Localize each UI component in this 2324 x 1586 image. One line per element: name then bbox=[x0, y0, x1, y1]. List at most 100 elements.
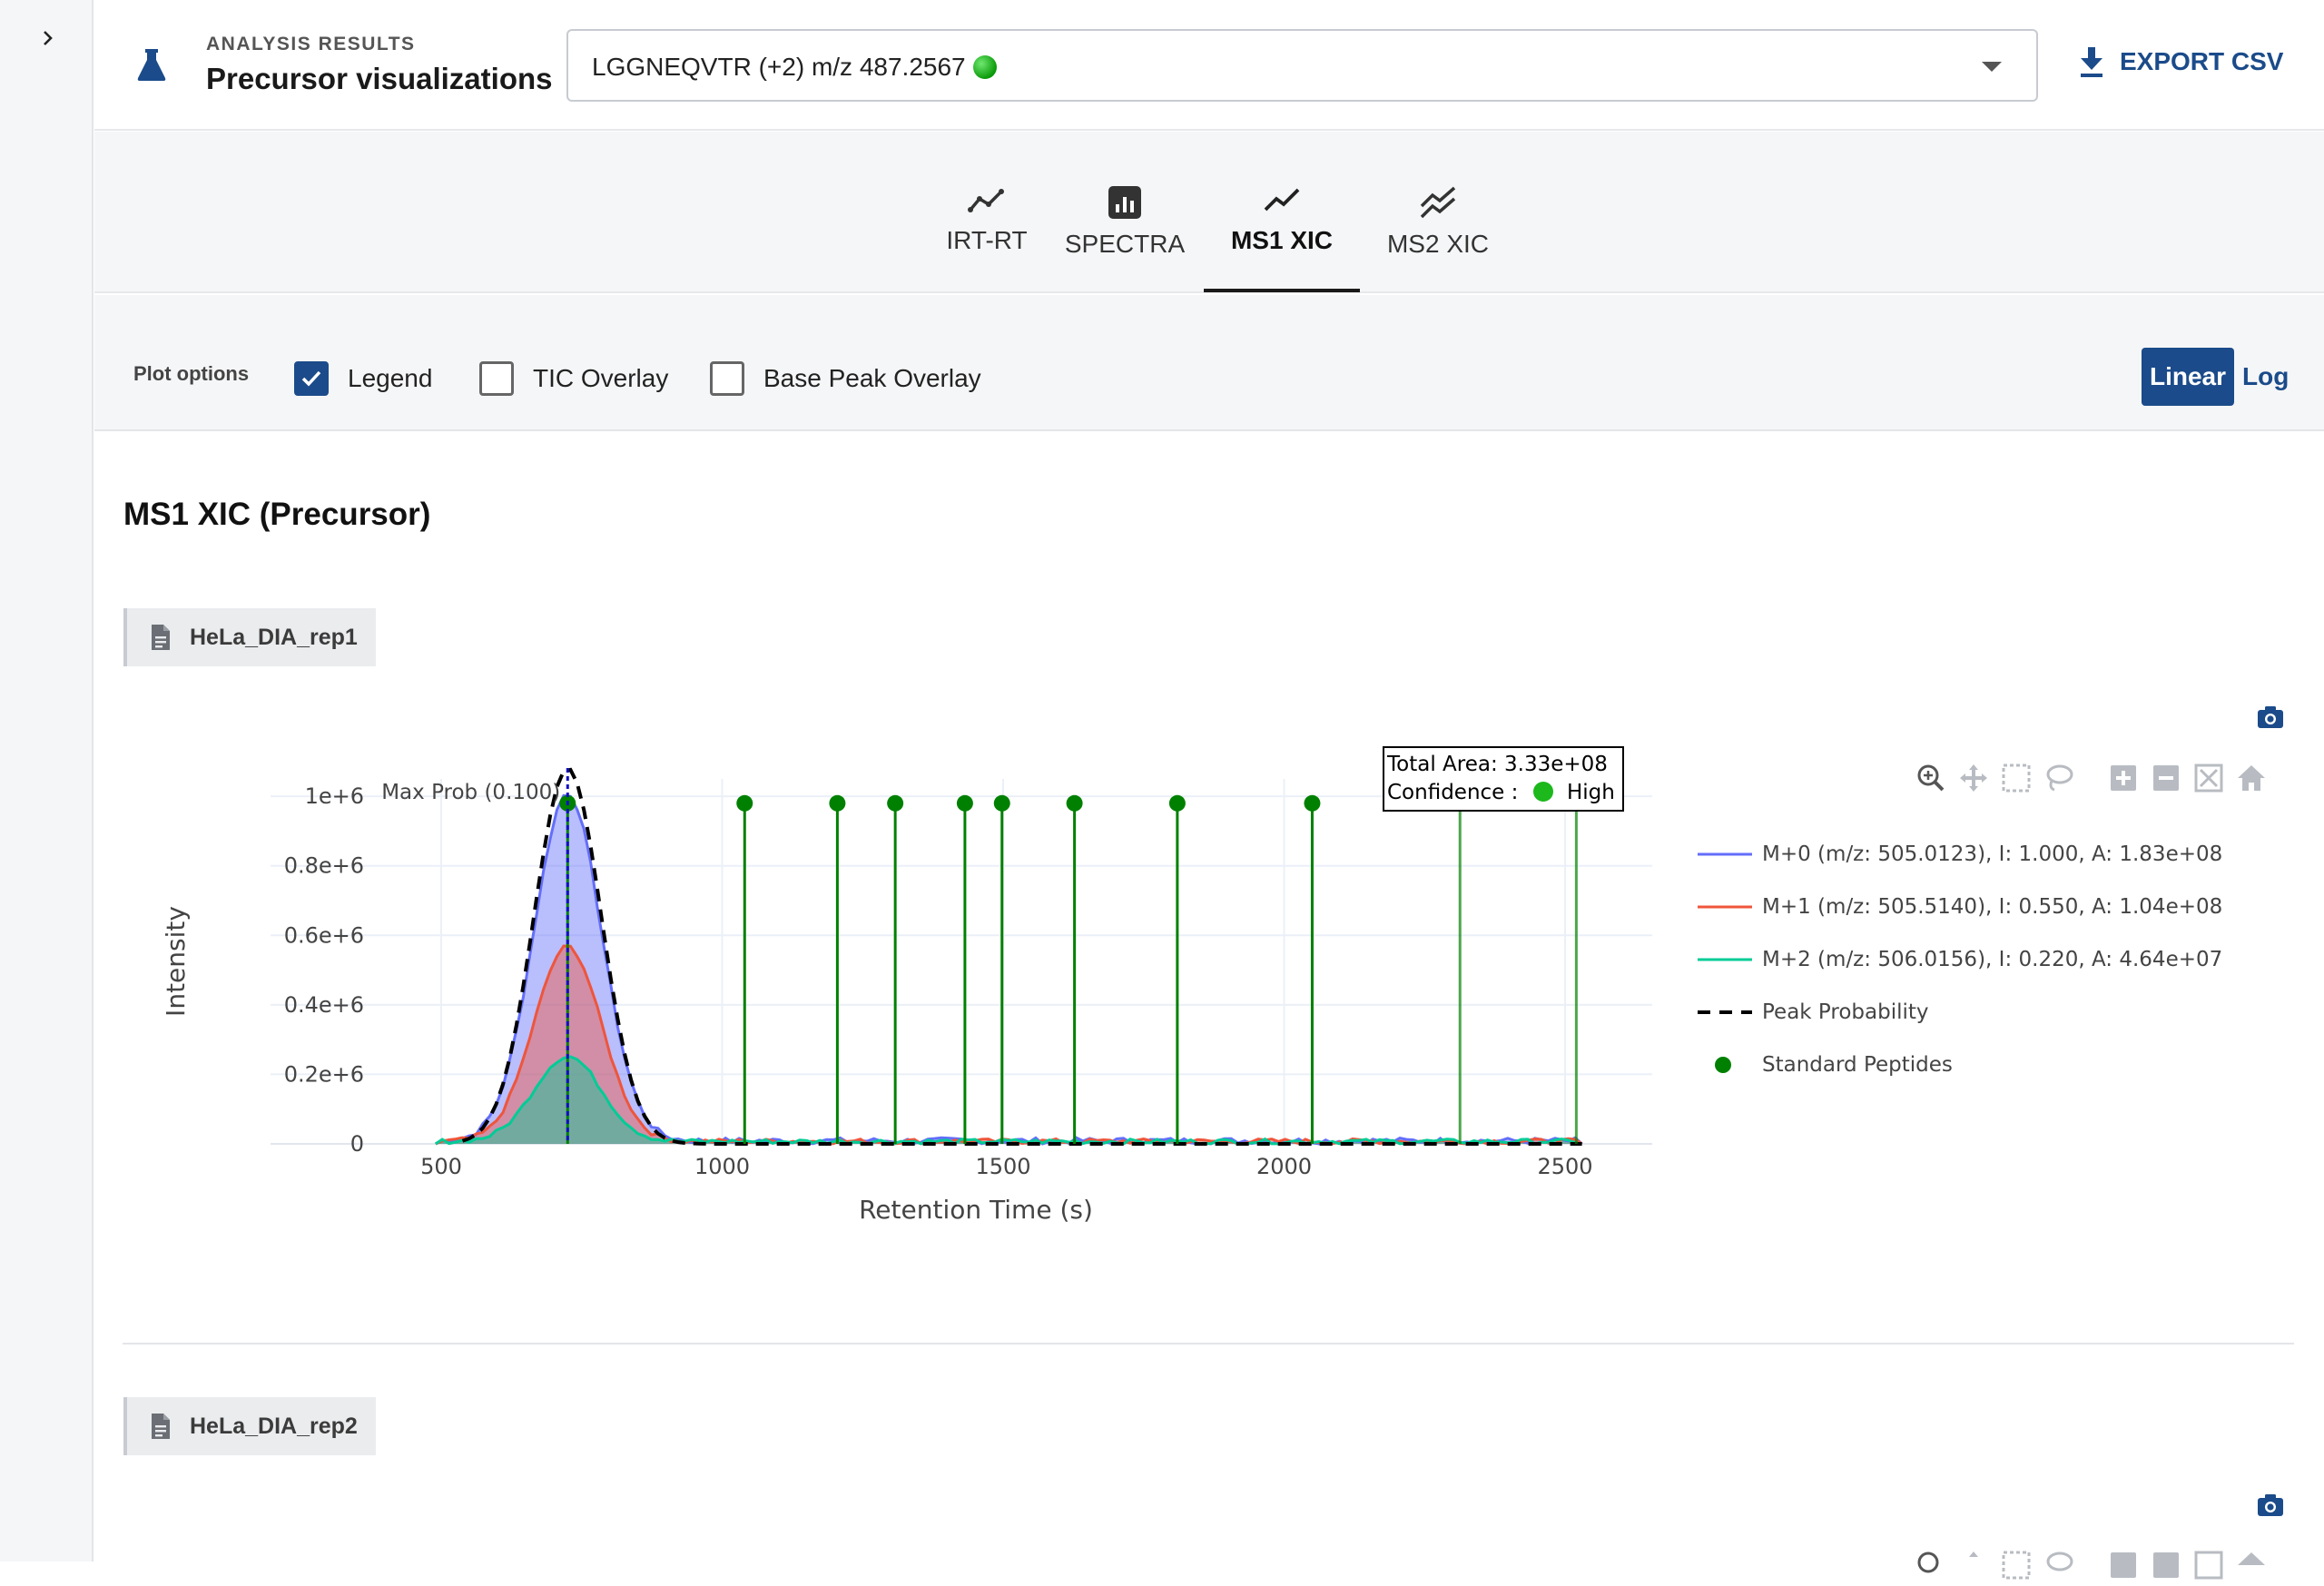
linear-scale-button[interactable]: Linear bbox=[2142, 348, 2235, 406]
standard-peptide-point bbox=[829, 794, 846, 812]
x-axis-title: Retention Time (s) bbox=[859, 1195, 1093, 1225]
section-title: MS1 XIC (Precursor) bbox=[123, 497, 431, 532]
bar-chart-icon bbox=[1108, 186, 1141, 219]
camera-icon[interactable] bbox=[2257, 1492, 2284, 1519]
tab-irt-rt[interactable]: IRT-RT bbox=[925, 132, 1049, 293]
file-icon bbox=[152, 625, 170, 650]
y-tick-label: 0.6e+6 bbox=[284, 922, 364, 948]
standard-peptide-point bbox=[887, 794, 904, 812]
standard-peptide-point bbox=[1168, 794, 1186, 812]
chart-annotations: Max Prob (0.100) Total Area: 3.33e+08 Conf… bbox=[381, 746, 1624, 1144]
autoscale-icon[interactable] bbox=[2193, 763, 2224, 793]
standard-peptide-point bbox=[1066, 794, 1083, 812]
export-csv-button[interactable]: EXPORT CSV bbox=[2078, 45, 2283, 78]
legend-item[interactable]: Standard Peptides bbox=[1696, 1053, 1953, 1077]
file-name: HeLa_DIA_rep1 bbox=[190, 624, 358, 650]
zoom-out-icon[interactable] bbox=[2151, 1550, 2181, 1581]
zoom-in-icon[interactable] bbox=[2108, 1550, 2139, 1581]
caret-down-icon bbox=[1982, 62, 2002, 72]
box-select-icon[interactable] bbox=[2001, 763, 2032, 793]
scale-toggle-group: Linear Log bbox=[2142, 348, 2297, 406]
peak-probability-line bbox=[461, 767, 1582, 1146]
page-title: Precursor visualizations bbox=[206, 62, 553, 95]
log-scale-button[interactable]: Log bbox=[2242, 362, 2290, 390]
legend-label: M+1 (m/z: 505.5140), I: 0.550, A: 1.04e+… bbox=[1762, 895, 2223, 919]
lasso-select-icon[interactable] bbox=[2043, 763, 2074, 793]
total-area-text: Total Area: 3.33e+08 bbox=[1386, 753, 1608, 776]
active-tab-indicator bbox=[1204, 289, 1360, 292]
standard-peptide-point bbox=[956, 794, 973, 812]
precursor-select[interactable]: LGGNEQVTR (+2) m/z 487.2567 bbox=[566, 29, 2038, 102]
tab-ms1-xic[interactable]: MS1 XIC bbox=[1204, 132, 1360, 293]
legend-swatch bbox=[1698, 905, 1752, 909]
x-tick-label: 1500 bbox=[975, 1154, 1030, 1179]
chart-series-lines bbox=[434, 767, 1583, 1146]
file-icon bbox=[152, 1414, 170, 1439]
zoom-icon[interactable] bbox=[1915, 763, 1946, 793]
legend-swatch bbox=[1698, 958, 1752, 961]
tic-overlay-checkbox[interactable]: TIC Overlay bbox=[479, 361, 668, 396]
zoom-in-icon[interactable] bbox=[2108, 763, 2139, 793]
side-rail bbox=[0, 0, 94, 1561]
standard-peptide-markers bbox=[559, 794, 1585, 1144]
legend-checkbox[interactable]: Legend bbox=[294, 361, 432, 396]
page-header: ANALYSIS RESULTS Precursor visualization… bbox=[94, 0, 2324, 131]
checkbox-unchecked-icon bbox=[710, 361, 744, 396]
chart-grid bbox=[271, 779, 1652, 1145]
zoom-icon[interactable] bbox=[1915, 1550, 1946, 1581]
x-tick-label: 2000 bbox=[1256, 1154, 1312, 1179]
file-chip-rep2: HeLa_DIA_rep2 bbox=[123, 1397, 376, 1455]
tab-ms2-xic[interactable]: MS2 XIC bbox=[1365, 132, 1511, 293]
section-divider bbox=[123, 1343, 2294, 1345]
legend-label: Standard Peptides bbox=[1762, 1053, 1953, 1077]
plot-modebar-rep2 bbox=[94, 1550, 2324, 1586]
base-peak-overlay-checkbox[interactable]: Base Peak Overlay bbox=[710, 361, 981, 396]
pan-icon[interactable] bbox=[1958, 763, 1989, 793]
camera-icon[interactable] bbox=[2257, 704, 2284, 731]
legend-swatch bbox=[1715, 1057, 1731, 1073]
x-tick-label: 2500 bbox=[1537, 1154, 1592, 1179]
series-area-fill-2 bbox=[435, 1056, 1582, 1144]
page-eyebrow: ANALYSIS RESULTS bbox=[206, 34, 416, 54]
standard-peptide-point bbox=[1304, 794, 1321, 812]
x-tick-label: 1000 bbox=[694, 1154, 750, 1179]
expand-sidebar-button[interactable] bbox=[33, 24, 62, 53]
pan-icon[interactable] bbox=[1958, 1550, 1989, 1581]
confidence-dot-icon bbox=[1533, 782, 1553, 802]
y-tick-label: 0.2e+6 bbox=[284, 1061, 364, 1087]
legend-item[interactable]: M+0 (m/z: 505.0123), I: 1.000, A: 1.83e+… bbox=[1696, 842, 2222, 866]
ms1-xic-chart[interactable]: 500 1000 1500 2000 2500 0 0.2e+6 0.4e+6 0.6e+6 0.… bbox=[122, 685, 2319, 1303]
box-select-icon[interactable] bbox=[2001, 1550, 2032, 1581]
autoscale-icon[interactable] bbox=[2193, 1550, 2224, 1581]
chevron-right-icon bbox=[44, 31, 53, 45]
legend-label: M+2 (m/z: 506.0156), I: 0.220, A: 4.64e+… bbox=[1762, 948, 2223, 971]
tab-spectra[interactable]: SPECTRA bbox=[1057, 132, 1193, 293]
home-icon[interactable] bbox=[2236, 763, 2267, 793]
plot-options-label: Plot options bbox=[133, 362, 250, 385]
legend-item[interactable]: M+1 (m/z: 505.5140), I: 0.550, A: 1.04e+… bbox=[1696, 895, 2222, 919]
chart-tick-labels: 500 1000 1500 2000 2500 0 0.2e+6 0.4e+6 0.6e+6 0.… bbox=[161, 783, 1593, 1225]
y-tick-label: 1e+6 bbox=[305, 783, 364, 809]
max-prob-label: Max Prob (0.100) bbox=[381, 781, 560, 804]
y-tick-label: 0.4e+6 bbox=[284, 992, 364, 1018]
results-content: MS1 XIC (Precursor) HeLa_DIA_rep1 500 100… bbox=[94, 458, 2324, 1580]
legend-marker bbox=[1715, 1057, 1731, 1073]
tic-overlay-label: TIC Overlay bbox=[533, 364, 669, 392]
trend-line-icon bbox=[1264, 188, 1300, 212]
file-chip-rep1: HeLa_DIA_rep1 bbox=[123, 608, 376, 666]
tab-ms2-xic-label: MS2 XIC bbox=[1386, 230, 1490, 258]
chart-area-fills bbox=[435, 795, 1582, 1144]
series-line-2 bbox=[434, 1055, 1582, 1146]
plot-modebar bbox=[94, 763, 2324, 799]
home-icon[interactable] bbox=[2236, 1550, 2267, 1581]
lasso-select-icon[interactable] bbox=[2043, 1550, 2074, 1581]
flask-icon bbox=[137, 49, 166, 81]
legend-item[interactable]: M+2 (m/z: 506.0156), I: 0.220, A: 4.64e+… bbox=[1696, 948, 2222, 971]
legend-item[interactable]: Peak Probability bbox=[1696, 1000, 1929, 1024]
series-area-fill-1 bbox=[435, 946, 1582, 1144]
y-tick-label: 0.8e+6 bbox=[284, 853, 364, 879]
legend-label: M+0 (m/z: 505.0123), I: 1.000, A: 1.83e+… bbox=[1762, 842, 2223, 866]
confidence-text: Confidence : bbox=[1387, 781, 1518, 804]
precursor-select-value: LGGNEQVTR (+2) m/z 487.2567 bbox=[592, 53, 997, 82]
zoom-out-icon[interactable] bbox=[2151, 763, 2181, 793]
